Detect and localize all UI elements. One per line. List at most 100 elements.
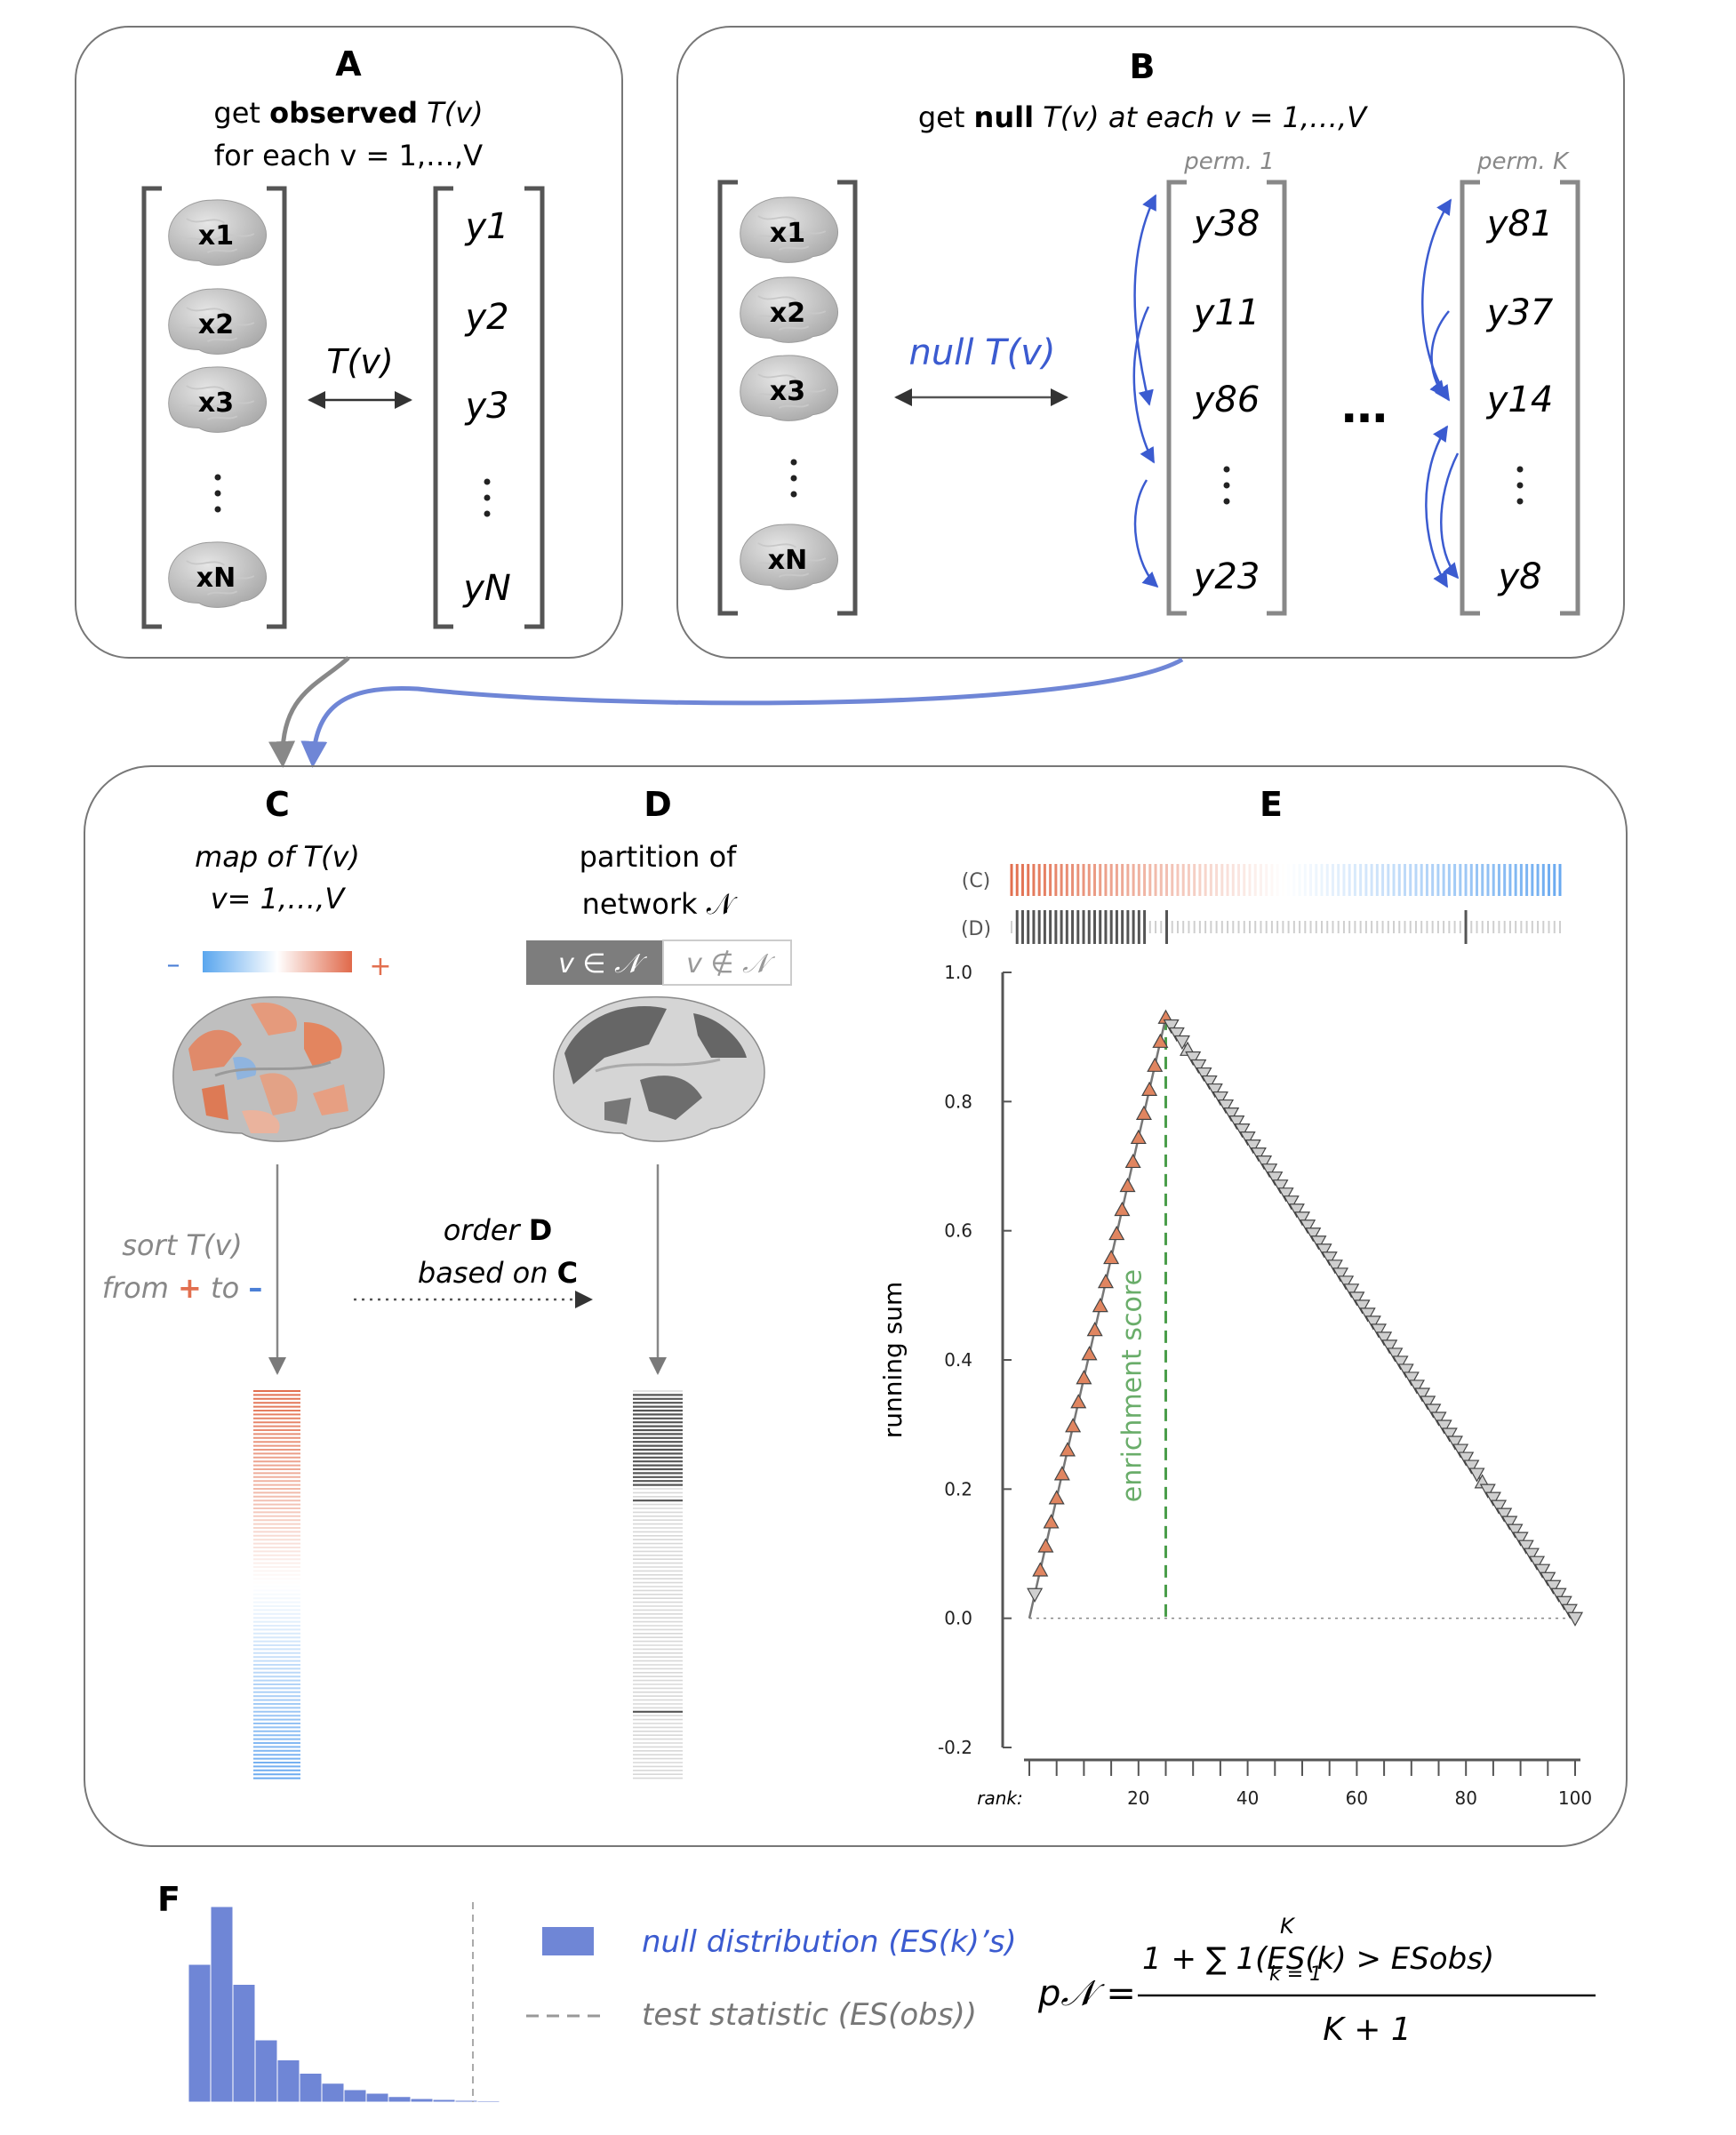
panel-b-perm1-label: perm. 1 bbox=[1183, 148, 1275, 175]
panel-d-brain-map bbox=[554, 997, 764, 1141]
panel-b-x-bracket-left bbox=[720, 182, 738, 613]
panel-a-x-item: x1 bbox=[198, 220, 234, 252]
histogram-bar bbox=[188, 1964, 211, 2102]
panel-b-x-item: x1 bbox=[770, 218, 805, 249]
panel-b-permK-bracket-left bbox=[1462, 182, 1480, 613]
in-network-marker bbox=[1066, 1419, 1080, 1431]
panel-b-permK-vdots bbox=[1517, 467, 1524, 505]
in-network-marker bbox=[1109, 1227, 1124, 1239]
legend-test-label: test statistic (ES(obs)) bbox=[642, 1997, 977, 2033]
histogram-bar bbox=[255, 2040, 277, 2102]
panel-a-y-vdots bbox=[484, 479, 491, 517]
panel-a-title-line1: get observed T(v) bbox=[213, 96, 483, 130]
in-network-marker bbox=[1104, 1251, 1118, 1263]
panel-b-arrow-label: null T(v) bbox=[909, 332, 1056, 373]
legend-null-swatch bbox=[542, 1927, 594, 1955]
x-axis-label: rank: bbox=[977, 1787, 1022, 1809]
panel-a-y-bracket-right bbox=[524, 188, 542, 627]
histogram-bar bbox=[366, 2093, 388, 2102]
in-network-marker bbox=[1126, 1155, 1140, 1167]
formula-lhs: p𝒩 = bbox=[1037, 1973, 1136, 2014]
panel-b-perm1-item: y23 bbox=[1193, 556, 1260, 597]
panel-b-permK-bracket-right bbox=[1560, 182, 1578, 613]
panel-a-letter: A bbox=[335, 44, 362, 84]
in-network-marker bbox=[1060, 1443, 1075, 1455]
in-network-marker bbox=[1132, 1131, 1146, 1143]
formula-denominator: K + 1 bbox=[1323, 2011, 1412, 2048]
panel-b-permK-swap-arrows bbox=[1422, 200, 1458, 587]
formula-sum-top: K bbox=[1280, 1914, 1296, 1939]
rank-membership-strip bbox=[1012, 910, 1560, 944]
panel-d-letter: D bbox=[644, 785, 672, 824]
panel-b-x-bracket-right bbox=[837, 182, 855, 613]
b-to-c-arrow bbox=[313, 660, 1182, 763]
histogram-bar bbox=[544, 2102, 566, 2103]
panel-b-permK-item: y14 bbox=[1486, 380, 1554, 420]
panel-b-perm1-item: y11 bbox=[1193, 292, 1260, 333]
histogram-bar bbox=[300, 2074, 322, 2103]
formula-sum-bottom: k = 1 bbox=[1269, 1963, 1322, 1986]
histogram-bar bbox=[455, 2100, 477, 2102]
in-network-marker bbox=[1093, 1299, 1108, 1311]
in-network-marker bbox=[1044, 1515, 1059, 1528]
running-sum-markers bbox=[1028, 1011, 1582, 1626]
panel-b-x-item: x3 bbox=[770, 376, 805, 407]
sorted-d-strip bbox=[633, 1391, 683, 1779]
histogram-bar bbox=[322, 2083, 344, 2102]
sorted-t-strip bbox=[253, 1391, 300, 1779]
histogram-bar bbox=[388, 2097, 411, 2102]
panel-d-title-line2: network 𝒩 bbox=[582, 887, 738, 921]
panel-d-title-line1: partition of bbox=[580, 840, 738, 874]
order-label-line2: based on C bbox=[418, 1256, 578, 1290]
panel-a-x-bracket-right bbox=[267, 188, 284, 627]
y-tick-label: 1.0 bbox=[944, 962, 972, 983]
panel-b-permK-item: y81 bbox=[1486, 204, 1554, 244]
histogram-bar bbox=[211, 1907, 233, 2102]
y-tick-label: 0.4 bbox=[944, 1349, 972, 1371]
strip-d-label: (D) bbox=[961, 918, 991, 940]
panel-b-perm1-bracket-right bbox=[1267, 182, 1284, 613]
x-tick-label: 80 bbox=[1454, 1787, 1476, 1809]
in-network-marker bbox=[1076, 1371, 1091, 1383]
panel-a-title-line2: for each v = 1,…,V bbox=[214, 139, 483, 172]
panel-c-title-line1: map of T(v) bbox=[195, 840, 360, 874]
panel-a-arrow-label: T(v) bbox=[326, 342, 393, 381]
panel-b-perm1-swap-arrows bbox=[1134, 196, 1157, 587]
out-network-marker bbox=[1028, 1588, 1042, 1601]
in-network-marker bbox=[1099, 1275, 1113, 1287]
in-network-legend-label: v ∈ 𝒩 bbox=[558, 948, 648, 980]
panel-a-y-item: y1 bbox=[464, 206, 508, 247]
panel-f-letter: F bbox=[157, 1880, 180, 1919]
panel-b-x-item: xN bbox=[768, 545, 807, 576]
x-tick-label: 20 bbox=[1127, 1787, 1149, 1809]
panel-c-letter: C bbox=[265, 785, 290, 824]
in-network-marker bbox=[1088, 1323, 1102, 1335]
histogram-bar bbox=[233, 1985, 255, 2103]
panel-a-y-bracket-left bbox=[436, 188, 453, 627]
panel-b-ellipsis: … bbox=[1341, 380, 1388, 434]
histogram-bar bbox=[277, 2060, 300, 2103]
panel-b-permK-item: y37 bbox=[1486, 292, 1554, 333]
x-tick-label: 60 bbox=[1346, 1787, 1368, 1809]
panel-b-title: get null T(v) at each v = 1,…,V bbox=[918, 100, 1368, 134]
panel-a-y-item: yN bbox=[462, 568, 511, 609]
colorbar-minus: – bbox=[167, 949, 180, 980]
rank-color-strip bbox=[1012, 864, 1560, 896]
panel-e-letter: E bbox=[1260, 785, 1283, 824]
out-network-legend-label: v ∉ 𝒩 bbox=[686, 948, 776, 980]
x-tick-label: 40 bbox=[1236, 1787, 1259, 1809]
histogram-bar bbox=[500, 2101, 522, 2102]
colorbar-plus: + bbox=[369, 951, 391, 982]
in-network-marker bbox=[1050, 1491, 1064, 1504]
panel-b-perm1-vdots bbox=[1224, 467, 1230, 505]
in-network-marker bbox=[1142, 1083, 1156, 1095]
y-axis-label: running sum bbox=[878, 1282, 908, 1439]
histogram-bar bbox=[344, 2090, 366, 2102]
histogram-bar bbox=[433, 2099, 455, 2102]
panel-b-letter: B bbox=[1130, 47, 1156, 86]
panel-b-permK-item: y8 bbox=[1497, 556, 1541, 597]
y-tick-label: -0.2 bbox=[938, 1737, 972, 1758]
